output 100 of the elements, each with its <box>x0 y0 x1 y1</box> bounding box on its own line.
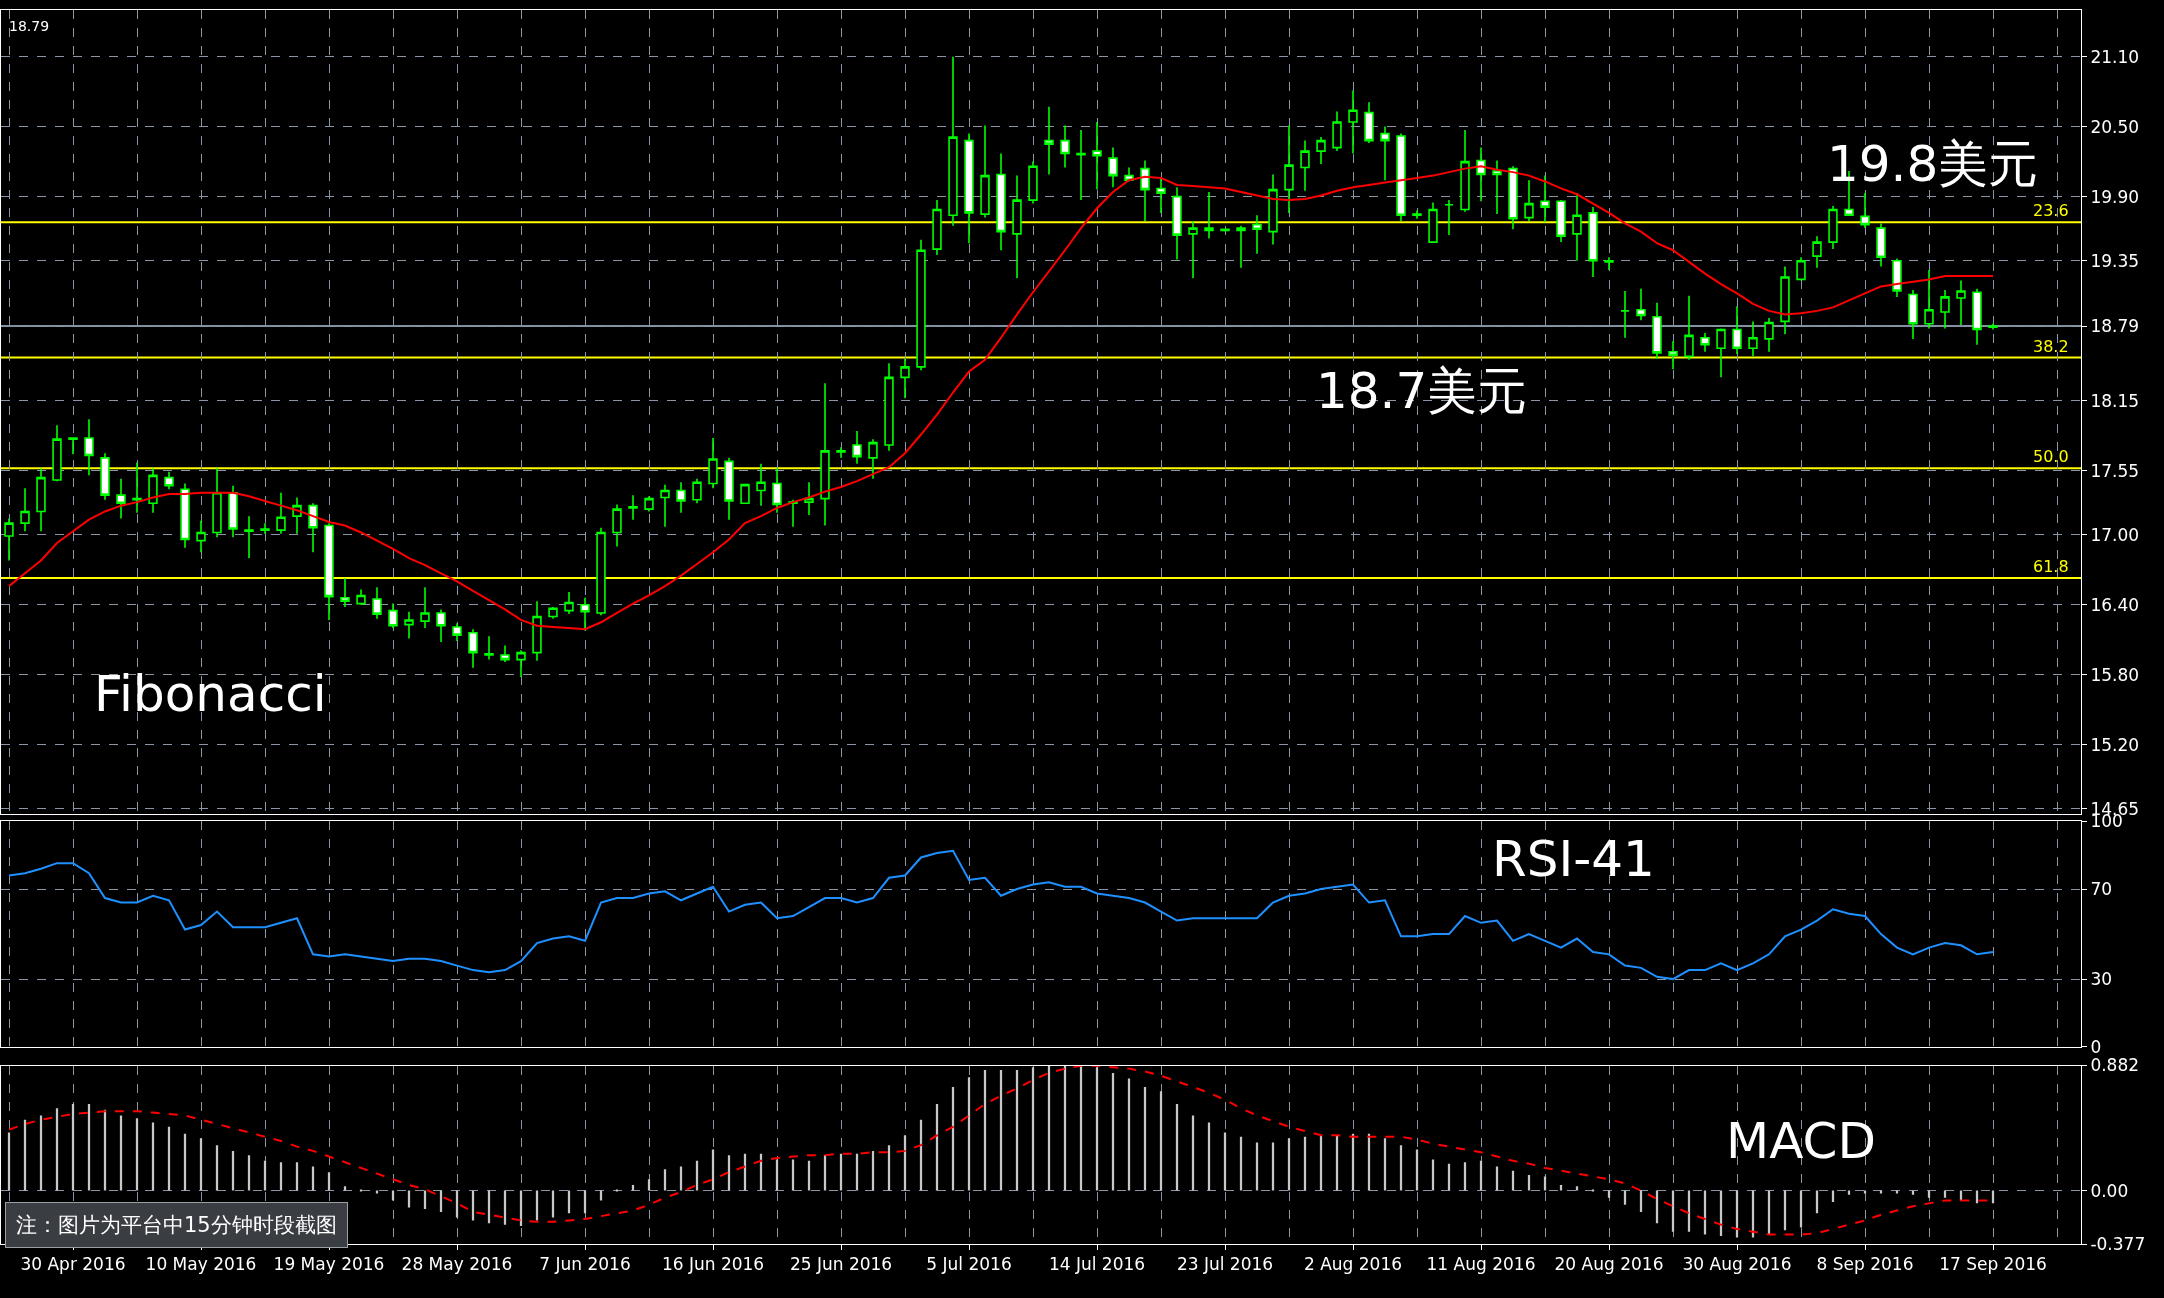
bar <box>7 1132 11 1191</box>
candlestick <box>1604 256 1614 271</box>
y-tick-label: 0.882 <box>2090 1055 2140 1076</box>
candlestick <box>276 492 286 535</box>
x-tick-label: 10 May 2016 <box>145 1254 257 1275</box>
bar <box>791 1159 795 1191</box>
candlestick <box>724 457 734 521</box>
candlestick <box>916 238 926 372</box>
bar <box>1255 1142 1259 1191</box>
bar <box>119 1115 123 1191</box>
candlestick <box>996 152 1006 252</box>
candlestick <box>1236 224 1246 269</box>
candlestick <box>1988 322 1998 331</box>
annotation: 38.2 <box>2033 337 2069 356</box>
candlestick <box>932 199 942 256</box>
candlestick <box>820 382 830 527</box>
candlestick <box>1460 129 1470 213</box>
bar <box>263 1160 267 1191</box>
y-tick-label: 18.15 <box>2090 390 2140 411</box>
y-tick-label: 15.20 <box>2090 734 2140 755</box>
candlestick <box>1028 160 1038 205</box>
x-tick-label: 2 Aug 2016 <box>1303 1254 1403 1275</box>
candlestick <box>1876 222 1886 268</box>
candlestick <box>1044 106 1054 176</box>
candlestick <box>1684 294 1694 361</box>
x-tick-label: 30 Apr 2016 <box>20 1254 126 1275</box>
candlestick <box>180 482 190 549</box>
bar <box>983 1070 987 1191</box>
bar <box>615 1189 619 1192</box>
bar <box>455 1190 459 1218</box>
bar <box>1223 1132 1227 1191</box>
bar <box>775 1159 779 1191</box>
bar <box>295 1162 299 1191</box>
annotation: 50.0 <box>2033 447 2069 466</box>
candlestick <box>948 55 958 227</box>
candlestick <box>308 502 318 554</box>
candlestick <box>1188 220 1198 280</box>
bar <box>1479 1160 1483 1191</box>
candlestick <box>340 577 350 608</box>
candlestick <box>436 608 446 643</box>
candlestick <box>1284 124 1294 214</box>
y-tick-label: 0.00 <box>2090 1180 2129 1201</box>
y-tick-label: 30 <box>2090 969 2113 990</box>
candlestick <box>1668 340 1678 370</box>
y-tick-label: 15.80 <box>2090 664 2140 685</box>
candlestick <box>1764 317 1774 353</box>
candlestick <box>740 483 750 505</box>
candlestick <box>564 591 574 615</box>
bar <box>247 1155 251 1191</box>
x-tick-label: 30 Aug 2016 <box>1682 1254 1792 1275</box>
candlestick <box>1012 174 1022 280</box>
bar <box>199 1138 203 1191</box>
bar <box>887 1145 891 1191</box>
bar <box>1495 1166 1499 1191</box>
candlestick <box>164 471 174 491</box>
candlestick <box>548 606 558 620</box>
candlestick <box>1172 186 1182 261</box>
annotation: MACD <box>1726 1112 1876 1170</box>
y-tick-label: 18.79 <box>2090 316 2140 336</box>
candlestick <box>404 610 414 640</box>
candlestick <box>1220 228 1230 233</box>
bar <box>343 1186 347 1191</box>
bar <box>55 1108 59 1191</box>
candlestick <box>52 424 62 482</box>
candlestick <box>852 430 862 465</box>
bar <box>39 1115 43 1191</box>
candlestick <box>1076 129 1086 201</box>
candlestick <box>708 437 718 489</box>
candlestick <box>1508 165 1518 231</box>
bar <box>1431 1159 1435 1191</box>
candlestick <box>1748 320 1758 358</box>
y-tick-label: 0 <box>2090 1036 2102 1057</box>
candlestick <box>1380 125 1390 182</box>
candlestick <box>612 503 622 548</box>
y-tick-label: 19.35 <box>2090 250 2140 271</box>
candlestick <box>1796 256 1806 282</box>
bar <box>1415 1149 1419 1191</box>
candlestick <box>1812 235 1822 269</box>
bar <box>1447 1163 1451 1191</box>
annotation: 19.8美元 <box>1827 135 2039 193</box>
x-tick-label: 19 May 2016 <box>273 1254 385 1275</box>
candlestick <box>132 461 142 514</box>
candlestick <box>1268 173 1278 246</box>
candlestick <box>1492 159 1502 215</box>
candlestick <box>836 446 846 459</box>
bar <box>391 1190 395 1201</box>
x-tick-label: 16 Jun 2016 <box>661 1254 765 1275</box>
candlestick <box>1924 269 1934 330</box>
candlestick <box>1540 174 1550 224</box>
candlestick <box>68 437 78 456</box>
bar <box>71 1104 75 1191</box>
bar <box>1015 1070 1019 1191</box>
bar <box>631 1184 635 1191</box>
annotation: 18.79 <box>9 18 50 34</box>
bar <box>999 1070 1003 1191</box>
bar <box>1095 1067 1099 1191</box>
bar <box>1191 1115 1195 1191</box>
bar <box>87 1104 91 1191</box>
candlestick <box>1860 192 1870 229</box>
candlestick <box>532 600 542 662</box>
